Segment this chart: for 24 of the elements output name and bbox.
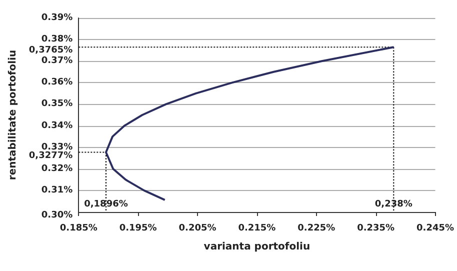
y-tick-label: 0.30% [41, 210, 73, 220]
y-tick-label: 0.36% [41, 78, 73, 88]
x-tick-label: 0.185% [60, 224, 98, 234]
y-tick-label: 0.33% [41, 142, 73, 152]
y-tick-label: 0.37% [41, 56, 73, 66]
y-axis-title: rentabilitate portofoliu [8, 50, 18, 180]
x-tick-label: 0.215% [238, 224, 276, 234]
y-tick-label: 0.38% [41, 34, 73, 45]
x-tick-label: 0.245% [416, 224, 454, 234]
annotation: 0,238% [374, 200, 412, 210]
y-tick-label: 0,3277% [28, 150, 73, 161]
x-axis-title: varianta portofoliu [204, 242, 310, 252]
annotation: 0,1896% [84, 200, 128, 210]
y-tick-label: 0.39% [41, 13, 73, 23]
y-tick-label: 0.32% [41, 164, 73, 174]
x-tick-label: 0.235% [357, 224, 395, 234]
x-tick-label: 0.205% [178, 224, 216, 234]
line-series [104, 46, 395, 201]
x-tick-label: 0.195% [119, 224, 157, 234]
y-tick-label: 0.35% [41, 99, 73, 110]
x-tick-label: 0.225% [298, 224, 336, 234]
y-tick-label: 0,3765% [28, 46, 73, 56]
y-tick-label: 0.31% [41, 185, 73, 196]
y-tick-label: 0.34% [41, 120, 73, 131]
